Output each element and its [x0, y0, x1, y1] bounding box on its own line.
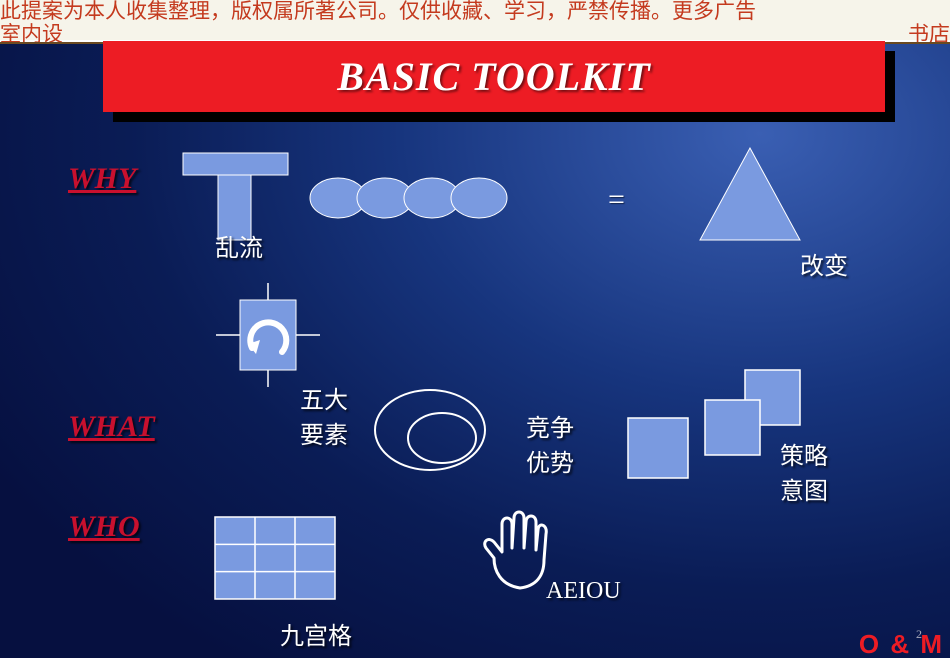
- label-jingzheng: 竞争 优势: [526, 408, 574, 478]
- label-celue: 策略 意图: [780, 436, 828, 506]
- label-luanliu: 乱流: [215, 228, 263, 263]
- equals-sign: =: [608, 183, 625, 217]
- who-shapes: [0, 514, 950, 658]
- label-wudayaosu: 五大 要素: [300, 380, 348, 450]
- label-aeiou: AEIOU: [546, 578, 621, 605]
- slide-background: BASIC TOOLKIT WHY WHAT WHO 乱流 = 改变 五大 要素…: [0, 44, 950, 658]
- watermark-line1: 此提案为本人收集整理，版权属所著公司。仅供收藏、学习，严禁传播。更多广告: [0, 0, 756, 22]
- label-jiugongge: 九宫格: [280, 616, 352, 651]
- why-shapes: [0, 44, 950, 344]
- brand-logo: O & M: [859, 629, 944, 658]
- watermark-banner: 此提案为本人收集整理，版权属所著公司。仅供收藏、学习，严禁传播。更多广告 室内设…: [0, 0, 950, 40]
- label-gaibian: 改变: [800, 246, 848, 281]
